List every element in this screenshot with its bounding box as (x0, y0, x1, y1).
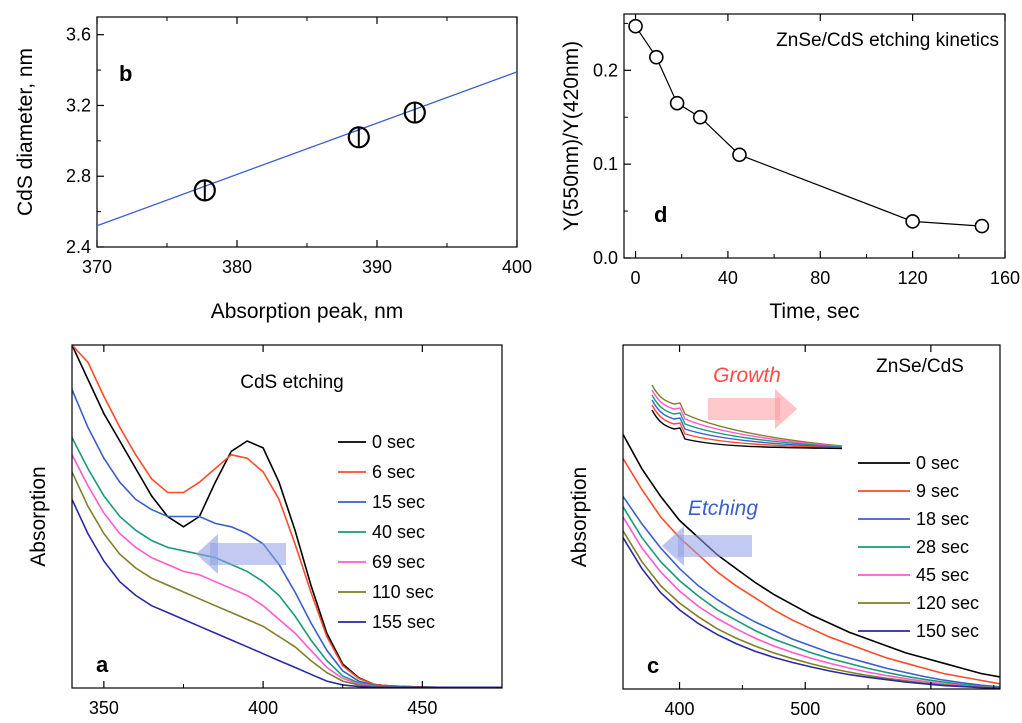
legend-label: 18 sec (916, 509, 969, 529)
series-line (623, 537, 1000, 689)
chart-title: ZnSe/CdS etching kinetics (776, 30, 999, 51)
inset-growth-spectra (651, 384, 843, 450)
plot-frame (623, 13, 1006, 259)
x-tick-label: 0 (631, 268, 641, 288)
x-tick-label: 380 (222, 257, 252, 277)
inset-line (651, 399, 843, 449)
series-line (72, 437, 502, 688)
etching-arrow (662, 526, 752, 566)
legend-label: 6 sec (372, 462, 415, 482)
y-axis-title: CdS diameter, nm (14, 48, 37, 216)
legend-label: 0 sec (916, 453, 959, 473)
legend-label: 120 sec (916, 593, 979, 613)
panel-letter-d: d (654, 202, 667, 227)
etching-label: Etching (688, 497, 758, 520)
panel-d: 0 40 80 120 160 0.0 0.1 0.2 ZnSe/CdS etching kin… (560, 13, 1020, 323)
data-point (732, 147, 747, 163)
legend-label: 28 sec (916, 537, 969, 557)
arrow-body (708, 398, 780, 420)
y-tick-label: 2.8 (66, 166, 91, 186)
series-line (72, 345, 502, 688)
y-tick-label: 3.6 (66, 25, 91, 45)
x-tick-label: 500 (790, 699, 820, 719)
x-tick-label: 40 (718, 268, 738, 288)
legend-label: 155 sec (372, 612, 435, 632)
data-point (649, 49, 664, 65)
chart-title: ZnSe/CdS (876, 356, 964, 377)
legend-label: 150 sec (916, 621, 979, 641)
fit-line (96, 71, 518, 227)
y-axis-title: Absorption (27, 466, 50, 566)
inset-line (651, 409, 843, 450)
spectra (72, 345, 502, 688)
series-line (72, 389, 502, 688)
series-line (72, 454, 502, 688)
growth-label: Growth (713, 364, 781, 387)
inset-line (651, 404, 843, 449)
legend-label: 9 sec (916, 481, 959, 501)
x-axis-title: Time, sec (769, 300, 859, 323)
arrow-body (678, 535, 752, 557)
x-axis-title: Absorption peak, nm (211, 300, 404, 323)
series-line (72, 345, 502, 688)
y-axis-title: Y(550nm)/Y(420nm) (560, 41, 583, 231)
legend-label: 45 sec (916, 565, 969, 585)
legend-label: 40 sec (372, 522, 425, 542)
x-tick-label: 350 (89, 698, 119, 718)
inset-line (651, 384, 843, 447)
x-tick-label: 600 (916, 699, 946, 719)
series-line (623, 434, 1000, 678)
y-tick-label: 2.4 (66, 237, 91, 257)
arrow-head (662, 526, 684, 566)
inset-line (651, 394, 843, 448)
plot-frame (71, 344, 503, 689)
growth-arrow (708, 389, 797, 429)
y-tick-label: 0.1 (593, 154, 618, 174)
panel-a: 350 400 450 Absorption a 0 sec 6 sec 15 sec 40 s… (27, 344, 503, 718)
panel-letter-c: c (647, 653, 659, 678)
x-tick-label: 160 (990, 268, 1020, 288)
x-tick-label: 400 (665, 699, 695, 719)
arrow-body (210, 543, 286, 565)
etching-arrow (196, 534, 286, 574)
data-point (692, 109, 708, 125)
legend-label: 0 sec (372, 432, 415, 452)
x-tick-label: 400 (502, 257, 532, 277)
plot-frame (96, 16, 518, 248)
panel-b: 370 380 390 400 2.4 2.8 3.2 3.6 b Absorption peak… (14, 16, 532, 323)
series-line (72, 499, 502, 688)
legend-label: 69 sec (372, 552, 425, 572)
x-tick-label: 370 (82, 257, 112, 277)
series-line (623, 506, 1000, 689)
panel-c: 400 500 600 Absorption c 0 sec 9 sec 18 sec 28 s… (568, 344, 1001, 719)
x-tick-label: 450 (407, 698, 437, 718)
y-tick-label: 0.2 (593, 60, 618, 80)
data-point (905, 214, 920, 229)
series-line (635, 25, 982, 227)
chart-title: CdS etching (240, 372, 344, 393)
y-tick-label: 3.2 (66, 95, 91, 115)
x-tick-label: 390 (362, 257, 392, 277)
inset-line (651, 389, 843, 448)
series-line (623, 516, 1000, 689)
y-tick-label: 0.0 (593, 248, 618, 268)
data-point (669, 95, 685, 111)
panel-letter-b: b (119, 61, 132, 86)
arrow-head (775, 389, 797, 429)
series-line (623, 495, 1000, 688)
x-tick-label: 400 (248, 698, 278, 718)
plot-frame (622, 344, 1001, 690)
legend-label: 15 sec (372, 492, 425, 512)
data-point (974, 218, 990, 234)
legend-label: 110 sec (372, 582, 434, 602)
x-tick-label: 120 (898, 268, 928, 288)
data-point (628, 18, 643, 34)
arrow-head (196, 534, 218, 574)
x-tick-label: 80 (810, 268, 830, 288)
panel-letter-a: a (96, 652, 109, 677)
y-axis-title: Absorption (568, 467, 591, 567)
